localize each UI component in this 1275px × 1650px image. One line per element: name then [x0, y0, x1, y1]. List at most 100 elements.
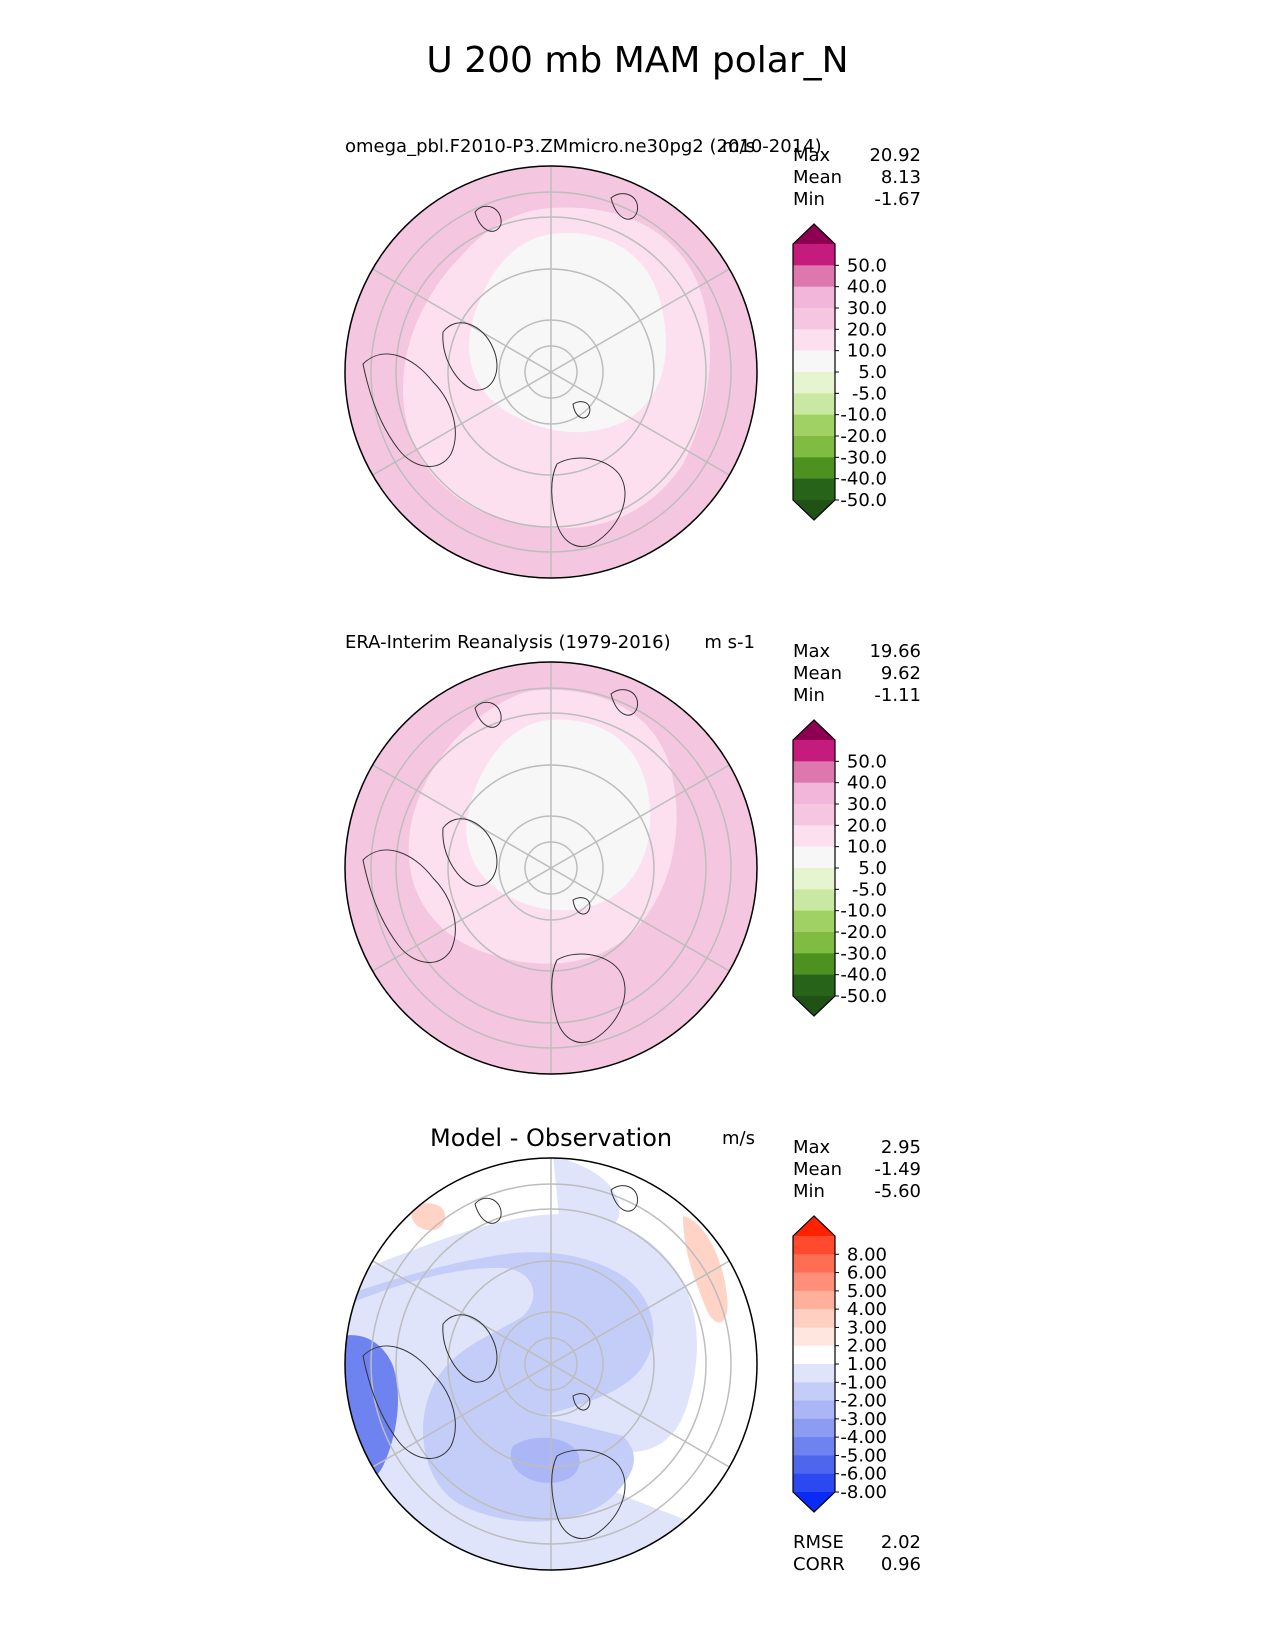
colorbar-tick-label: 3.00: [847, 1317, 887, 1338]
stat-value: 20.92: [869, 145, 921, 166]
panel-2-graticule: [370, 662, 732, 1074]
colorbar-tick-label: 1.00: [847, 1354, 887, 1375]
colorbar-segment: [793, 457, 835, 480]
colorbar-tick-label: 20.0: [847, 815, 887, 836]
stat-value: 19.66: [869, 641, 921, 662]
panel-2-colorbar: 50.040.030.020.010.05.0-5.0-10.0-20.0-30…: [792, 719, 887, 1017]
panel-2-field-polar-cap: [466, 719, 651, 911]
colorbar-tick-label: 2.00: [847, 1336, 887, 1357]
panel-2-title: ERA-Interim Reanalysis (1979-2016): [345, 632, 671, 653]
colorbar-segment: [793, 1327, 835, 1347]
colorbar-segment: [793, 846, 835, 869]
panel-2-units: m s-1: [704, 632, 755, 653]
colorbar-tick-label: 30.0: [847, 794, 887, 815]
colorbar-segment: [793, 782, 835, 805]
colorbar-segment: [793, 1236, 835, 1255]
panel-3-error-stats: RMSE 2.02 CORR 0.96: [793, 1532, 921, 1576]
colorbar-tick-label: 5.0: [858, 362, 887, 383]
colorbar-tick-label: -40.0: [840, 965, 887, 986]
panel-1-polar-map: [344, 165, 758, 579]
colorbar-tick-label: 6.00: [847, 1263, 887, 1284]
colorbar-segment: [793, 953, 835, 976]
colorbar-tick-label: 8.00: [847, 1244, 887, 1265]
stat-label: Min: [793, 685, 825, 706]
colorbar-segment: [793, 1400, 835, 1420]
colorbar-segment: [793, 1345, 835, 1365]
colorbar-tick-label: -1.00: [840, 1372, 887, 1393]
panel-2-map-boundary: [344, 661, 758, 1075]
colorbar-segment: [793, 910, 835, 933]
panel-1-field-polar-cap: [469, 233, 667, 433]
colorbar-segment: [793, 1309, 835, 1329]
colorbar-segment: [793, 996, 835, 1016]
colorbar-tick-label: -50.0: [840, 986, 887, 1007]
colorbar-tick-label: 20.0: [847, 319, 887, 340]
colorbar-tick-label: -4.00: [840, 1427, 887, 1448]
panel-3-coastlines: [362, 1185, 639, 1540]
stat-label: Max: [793, 1137, 831, 1158]
panel-1-colorbar: 50.040.030.020.010.05.0-5.0-10.0-20.0-30…: [792, 223, 887, 521]
panel-3-graticule: [370, 1158, 732, 1570]
colorbar-segment: [793, 720, 835, 740]
panel-3-field-positive-north: [411, 1203, 446, 1231]
panel-3-colorbar: 8.006.005.004.003.002.001.00-1.00-2.00-3…: [792, 1215, 887, 1513]
colorbar-tick-label: -8.00: [840, 1482, 887, 1503]
colorbar-tick-label: -50.0: [840, 490, 887, 511]
colorbar-segment: [793, 350, 835, 373]
stat-value: -1.11: [874, 685, 921, 706]
figure-title: U 200 mb MAM polar_N: [426, 40, 849, 81]
colorbar-segment: [793, 1254, 835, 1274]
colorbar-segment: [793, 889, 835, 912]
colorbar-tick-label: 50.0: [847, 751, 887, 772]
colorbar-tick-label: -5.00: [840, 1445, 887, 1466]
colorbar-segment: [793, 414, 835, 437]
panel-3-units: m/s: [722, 1128, 755, 1149]
colorbar-segment: [793, 974, 835, 997]
colorbar-tick-label: 10.0: [847, 837, 887, 858]
colorbar-tick-label: -3.00: [840, 1409, 887, 1430]
colorbar-tick-label: -20.0: [840, 426, 887, 447]
colorbar-tick-label: -10.0: [840, 405, 887, 426]
rmse-label: RMSE: [793, 1532, 844, 1553]
colorbar-segment: [793, 1364, 835, 1383]
colorbar-tick-label: -5.0: [852, 383, 887, 404]
colorbar-tick-label: -5.0: [852, 879, 887, 900]
colorbar-segment: [793, 1216, 835, 1236]
colorbar-tick-label: 40.0: [847, 277, 887, 298]
colorbar-segment: [793, 244, 835, 266]
stat-value: -1.49: [874, 1159, 921, 1180]
colorbar-tick-label: -30.0: [840, 943, 887, 964]
colorbar-tick-label: 5.0: [858, 858, 887, 879]
colorbar-segment: [793, 1473, 835, 1493]
colorbar-segment: [793, 1492, 835, 1512]
colorbar-segment: [793, 1437, 835, 1457]
colorbar-tick-label: 50.0: [847, 255, 887, 276]
rmse-value: 2.02: [880, 1532, 921, 1553]
colorbar-segment: [793, 265, 835, 288]
corr-value: 0.96: [880, 1554, 921, 1575]
panel-1-units: m/s: [722, 136, 755, 157]
colorbar-tick-label: 10.0: [847, 341, 887, 362]
stat-value: 2.95: [880, 1137, 921, 1158]
panel-3-map-boundary: [344, 1157, 758, 1571]
stat-value: 9.62: [880, 663, 921, 684]
panel-3-polar-map: [344, 1157, 758, 1571]
panel-1-stats: Max 20.92 Mean 8.13 Min -1.67: [793, 145, 921, 211]
colorbar-tick-label: 30.0: [847, 298, 887, 319]
colorbar-segment: [793, 329, 835, 352]
colorbar-segment: [793, 308, 835, 330]
colorbar-segment: [793, 761, 835, 784]
colorbar-tick-label: -6.00: [840, 1464, 887, 1485]
colorbar-segment: [793, 224, 835, 244]
stat-value: -1.67: [874, 189, 921, 210]
panel-2-polar-map: [344, 661, 758, 1075]
colorbar-tick-label: -30.0: [840, 447, 887, 468]
colorbar-tick-label: -40.0: [840, 469, 887, 490]
stat-label: Mean: [793, 167, 843, 188]
panel-3-field-positive-east: [683, 1216, 728, 1323]
colorbar-tick-label: 5.00: [847, 1281, 887, 1302]
stat-label: Max: [793, 641, 831, 662]
panel-1-graticule: [370, 166, 732, 578]
panel-1-map-boundary: [344, 165, 758, 579]
colorbar-tick-label: -10.0: [840, 901, 887, 922]
